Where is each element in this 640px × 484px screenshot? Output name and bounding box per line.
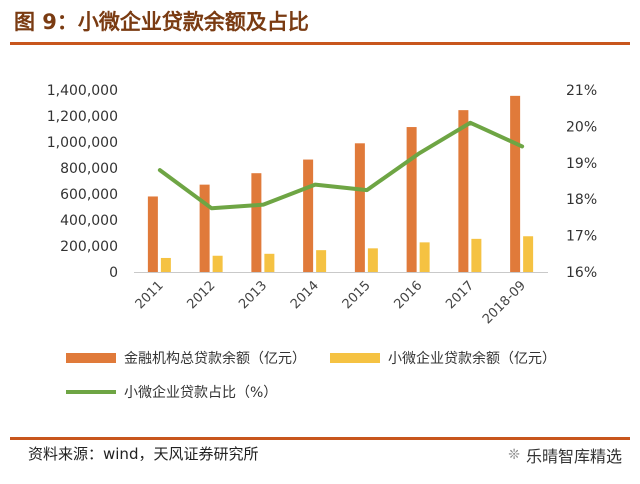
bar-small-micro-loans <box>264 253 275 272</box>
bar-total-loans <box>303 159 314 272</box>
title-divider <box>10 42 630 45</box>
y-right-tick-label: 17% <box>566 229 597 245</box>
y-left-tick-label: 400,000 <box>60 213 118 229</box>
x-tick-label: 2015 <box>340 278 374 312</box>
bar-total-loans <box>251 173 262 272</box>
y-left-tick-label: 0 <box>109 265 118 281</box>
ratio-line <box>157 120 525 211</box>
legend-ratio-label: 小微企业贷款占比（%） <box>124 384 277 401</box>
bar-total-loans <box>510 95 521 272</box>
y-right-tick-label: 16% <box>566 265 597 281</box>
x-tick-label: 2016 <box>391 278 425 312</box>
bar-total-loans <box>354 143 365 272</box>
brand-name: 乐晴智库精选 <box>525 447 622 466</box>
y-left-tick-label: 200,000 <box>60 239 118 255</box>
footer-divider <box>10 437 630 440</box>
source-note: 资料来源：wind，天风证券研究所 <box>28 445 259 463</box>
y-left-tick-label: 1,200,000 <box>47 109 118 125</box>
legend-small-micro-loans-label: 小微企业贷款余额（亿元） <box>388 350 556 367</box>
y-right-tick-label: 20% <box>566 119 597 135</box>
bar-total-loans <box>458 110 469 273</box>
y-left-tick-label: 1,400,000 <box>47 83 118 99</box>
bar-small-micro-loans <box>419 242 430 272</box>
y-left-tick-label: 1,000,000 <box>47 135 118 151</box>
brand-badge: ❊ 乐晴智库精选 <box>508 443 622 467</box>
y-right-tick-label: 19% <box>566 156 597 172</box>
chart-title: 图 9：小微企业贷款余额及占比 <box>14 10 309 34</box>
x-tick-label: 2018-09 <box>480 278 529 327</box>
y-left-tick-label: 800,000 <box>60 161 118 177</box>
legend-total-loans-label: 金融机构总贷款余额（亿元） <box>124 350 306 367</box>
bar-small-micro-loans <box>471 238 482 272</box>
legend-total-loans-swatch <box>66 353 116 363</box>
bar-small-micro-loans <box>316 250 327 272</box>
x-tick-label: 2011 <box>133 278 167 312</box>
bar-total-loans <box>406 127 417 272</box>
bar-total-loans <box>199 184 210 272</box>
x-tick-label: 2012 <box>184 278 218 312</box>
bar-small-micro-loans <box>523 236 534 272</box>
bar-small-micro-loans <box>367 248 378 272</box>
legend-small-micro-loans-swatch <box>330 353 380 363</box>
x-tick-label: 2014 <box>288 278 322 312</box>
bar-small-micro-loans <box>212 255 223 272</box>
bar-total-loans <box>147 196 158 272</box>
x-tick-label: 2017 <box>443 278 477 312</box>
wechat-icon: ❊ <box>508 447 520 463</box>
y-right-tick-label: 18% <box>566 192 597 208</box>
y-right-tick-label: 21% <box>566 83 597 99</box>
y-left-tick-label: 600,000 <box>60 187 118 203</box>
x-tick-label: 2013 <box>236 278 270 312</box>
bar-small-micro-loans <box>160 257 171 272</box>
